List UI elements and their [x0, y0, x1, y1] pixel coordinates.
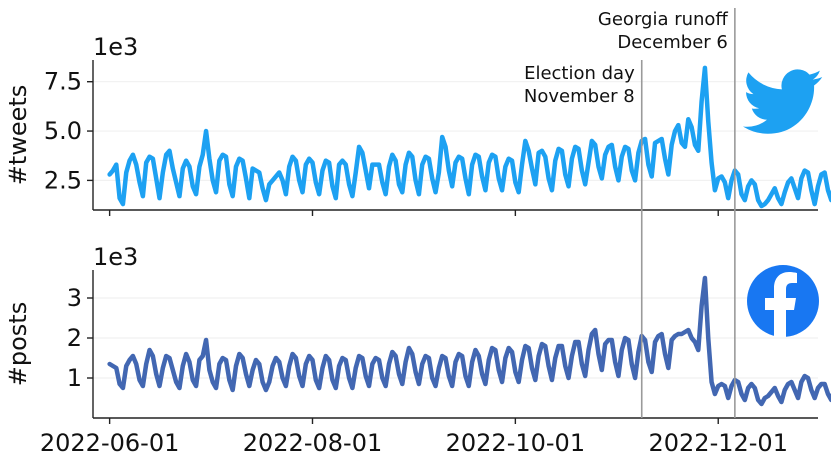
y-tick-label: 2 — [67, 324, 82, 352]
event-annotation: December 6 — [617, 32, 728, 53]
series-line — [107, 65, 831, 209]
x-tick-label: 2022-12-01 — [648, 429, 787, 457]
x-tick-label: 2022-10-01 — [446, 429, 585, 457]
y-tick-label: 1 — [67, 364, 82, 392]
y-tick-label: 3 — [67, 284, 82, 312]
y-tick-label: 7.5 — [44, 68, 82, 96]
series-line — [107, 275, 831, 407]
x-tick-label: 2022-08-01 — [243, 429, 382, 457]
event-annotation: November 8 — [524, 86, 635, 107]
facebook-f-icon — [747, 265, 819, 337]
event-annotation: Georgia runoff — [598, 9, 729, 30]
y-multiplier: 1e3 — [93, 33, 138, 61]
x-tick-label: 2022-06-01 — [40, 429, 179, 457]
event-annotation: Election day — [524, 63, 635, 84]
y-tick-label: 5.0 — [44, 117, 82, 145]
y-axis-label: #tweets — [4, 85, 32, 186]
twitter-bird-icon — [743, 69, 823, 134]
y-axis-label: #posts — [4, 302, 32, 386]
y-tick-label: 2.5 — [44, 166, 82, 194]
y-multiplier: 1e3 — [93, 243, 138, 271]
